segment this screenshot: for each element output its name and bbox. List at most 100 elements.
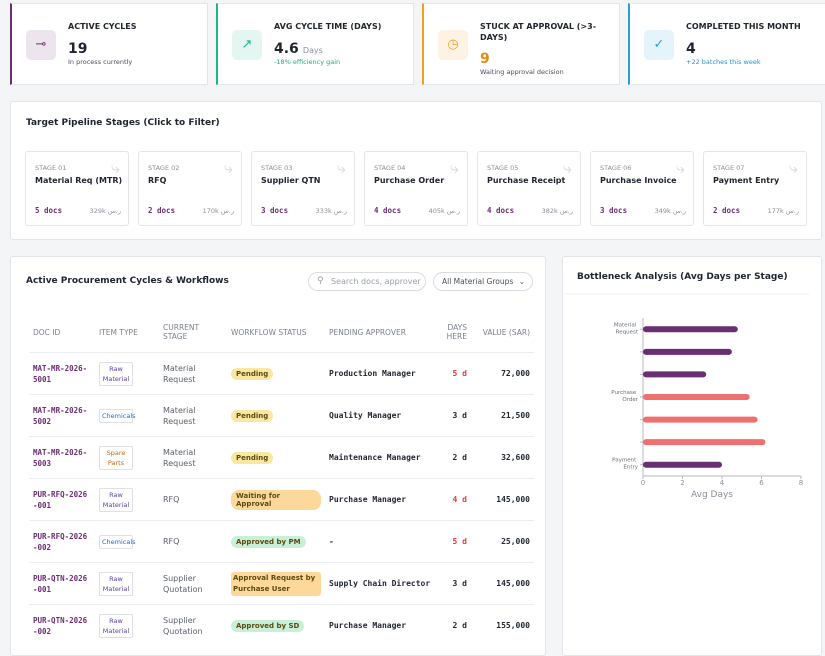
- stage-number: STAGE 06: [600, 164, 632, 172]
- stage-name: RFQ: [148, 176, 167, 185]
- kpi-value-row: 4: [686, 38, 696, 57]
- item-cell: Chemicals: [95, 520, 159, 563]
- stage-card[interactable]: ⤷ STAGE 07 Payment Entry 2 docs 177k ر.س: [703, 151, 807, 226]
- y-tick-label: Material Request: [614, 322, 639, 335]
- bar: [643, 371, 707, 378]
- kpi-value-row: 19: [68, 38, 87, 57]
- stage-card[interactable]: ⤷ STAGE 03 Supplier QTN 3 docs 333k ر.س: [251, 151, 355, 226]
- column-header: CURRENT STAGE: [163, 323, 200, 341]
- status-badge: Pending: [231, 409, 274, 422]
- table-row[interactable]: PUR-QTN-2026-001 Raw Material Supplier Quo…: [29, 562, 534, 605]
- kpi-card: ⊸ ACTIVE CYCLES 19 In process currently: [10, 3, 208, 85]
- current-stage: Supplier Quotation: [159, 604, 227, 646]
- x-tick-label: 2: [680, 479, 684, 487]
- stage-icon: ⤷: [676, 158, 685, 177]
- days-here: 4 d: [435, 478, 471, 521]
- x-tick-label: 6: [759, 479, 764, 487]
- kpi-label: AVG CYCLE TIME (DAYS): [274, 22, 382, 31]
- kpi-icon: ⊸: [26, 30, 56, 60]
- row-value: 145,000: [471, 478, 534, 521]
- stage-value: 333k ر.س: [315, 207, 347, 215]
- kpi-sub: +22 batches this week: [686, 58, 761, 66]
- doc-id: MAT-MR-2026-5002: [29, 394, 95, 437]
- kpi-value-row: 4.6 Days: [274, 38, 323, 57]
- stage-number: STAGE 03: [261, 164, 293, 172]
- item-cell: Raw Material: [95, 562, 159, 605]
- doc-id: PUR-QTN-2026-001: [29, 562, 95, 605]
- item-cell: Chemicals: [95, 394, 159, 437]
- cycles-table: DOC ID ITEM TYPE CURRENT STAGE WORKFLOW STA…: [29, 312, 534, 646]
- stage-name: Purchase Order: [374, 176, 445, 185]
- stage-card[interactable]: ⤷ STAGE 02 RFQ 2 docs 170k ر.س: [138, 151, 242, 226]
- item-tag: Chemicals: [99, 534, 136, 549]
- status-badge: Waiting for Approval: [231, 489, 321, 510]
- item-tag: Raw Material: [99, 571, 133, 596]
- item-tag: Raw Material: [99, 361, 133, 386]
- item-tag: Chemicals: [99, 408, 136, 423]
- item-cell: Raw Material: [95, 478, 159, 521]
- column-header: ITEM TYPE: [99, 327, 138, 337]
- stage-number: STAGE 02: [148, 164, 180, 172]
- stage-value: 177k ر.س: [767, 207, 799, 215]
- bar: [643, 394, 750, 400]
- stage-card[interactable]: ⤷ STAGE 04 Purchase Order 4 docs 405k ر.س: [364, 151, 468, 226]
- bar: [643, 461, 722, 468]
- status-cell: Approved by SD: [227, 604, 325, 646]
- approver: Purchase Manager: [325, 478, 435, 521]
- chart-panel: Bottleneck Analysis (Avg Days per Stage)…: [562, 256, 822, 656]
- bar: [643, 326, 738, 333]
- stage-icon: ⤷: [563, 158, 572, 177]
- search-placeholder: Search docs, approver: [331, 277, 421, 286]
- stage-card[interactable]: ⤷ STAGE 06 Purchase Invoice 3 docs 349k ر.س: [590, 151, 694, 226]
- filter-label: All Material Groups: [442, 277, 514, 286]
- y-tick-label: Payment Entry: [612, 458, 639, 471]
- kpi-value: 4.6: [274, 41, 299, 57]
- approver: Production Manager: [325, 352, 435, 395]
- table-row[interactable]: MAT-MR-2026-5001 Raw Material Material Req…: [29, 352, 534, 395]
- stage-icon: ⤷: [111, 158, 120, 177]
- stage-card[interactable]: ⤷ STAGE 01 Material Req (MTR) 5 docs 329k ر.…: [25, 151, 129, 226]
- stage-value: 382k ر.س: [541, 207, 573, 215]
- group-filter[interactable]: All Material Groups ⌄: [433, 272, 533, 291]
- current-stage: RFQ: [159, 520, 227, 563]
- row-value: 145,000: [471, 562, 534, 605]
- column-header: WORKFLOW STATUS: [231, 327, 307, 337]
- item-cell: Spare Parts: [95, 436, 159, 479]
- kpi-card: ↗ AVG CYCLE TIME (DAYS) 4.6 Days -18% effici…: [216, 3, 414, 85]
- stage-name: Material Req (MTR): [35, 176, 123, 185]
- status-badge: Approved by SD: [231, 619, 305, 632]
- status-cell: Approval Request by Purchase User: [227, 562, 325, 605]
- stage-number: STAGE 05: [487, 164, 519, 172]
- item-cell: Raw Material: [95, 604, 159, 646]
- table-row[interactable]: MAT-MR-2026-5002 Chemicals Material Reques…: [29, 394, 534, 437]
- current-stage: Material Request: [159, 436, 227, 479]
- column-header: DAYS HERE: [446, 323, 467, 341]
- kpi-value: 4: [686, 41, 696, 57]
- table-row[interactable]: MAT-MR-2026-5003 Spare Parts Material Requ…: [29, 436, 534, 479]
- x-tick-label: 0: [641, 479, 645, 487]
- status-cell: Pending: [227, 394, 325, 437]
- stage-docs: 5 docs: [35, 206, 63, 215]
- approver: Purchase Manager: [325, 604, 435, 646]
- bar: [643, 348, 732, 355]
- approver: Maintenance Manager: [325, 436, 435, 479]
- approver: -: [325, 520, 435, 563]
- stage-name: Purchase Invoice: [600, 176, 677, 185]
- table-row[interactable]: PUR-QTN-2026-002 Raw Material Supplier Quo…: [29, 604, 534, 646]
- row-value: 25,000: [471, 520, 534, 563]
- table-row[interactable]: PUR-RFQ-2026-002 Chemicals RFQ Approved by …: [29, 520, 534, 563]
- days-here: 5 d: [435, 520, 471, 563]
- row-value: 155,000: [471, 604, 534, 646]
- table-row[interactable]: PUR-RFQ-2026-001 Raw Material RFQ Waiting f…: [29, 478, 534, 521]
- status-cell: Approved by PM: [227, 520, 325, 563]
- row-value: 21,500: [471, 394, 534, 437]
- days-here: 5 d: [435, 352, 471, 395]
- kpi-value-row: 9: [480, 48, 490, 67]
- item-cell: Raw Material: [95, 352, 159, 395]
- item-tag: Spare Parts: [99, 445, 133, 470]
- stage-card[interactable]: ⤷ STAGE 05 Purchase Receipt 4 docs 382k ر.س: [477, 151, 581, 226]
- column-header: PENDING APPROVER: [329, 327, 406, 337]
- current-stage: Material Request: [159, 352, 227, 395]
- kpi-icon: ◷: [438, 30, 468, 60]
- search-box[interactable]: ⚲ Search docs, approver: [308, 272, 426, 291]
